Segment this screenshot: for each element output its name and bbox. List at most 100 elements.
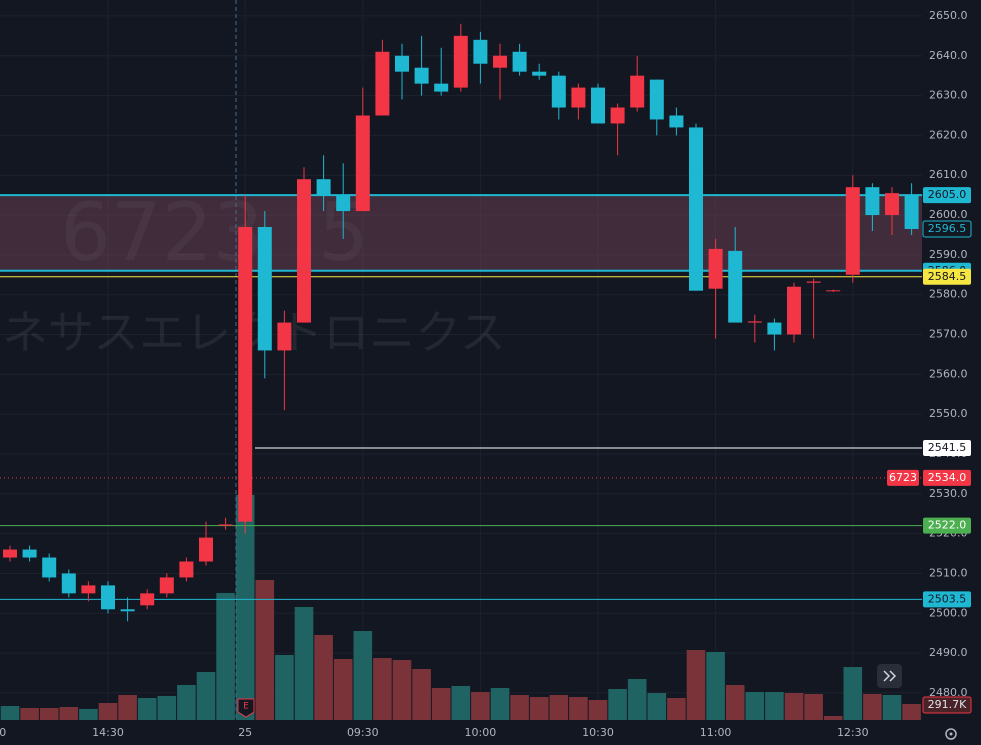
settings-button[interactable] xyxy=(945,728,957,740)
candle-body xyxy=(767,322,782,335)
volume-bar xyxy=(823,715,843,720)
candle-body xyxy=(512,51,527,72)
level-label: 2605.0 xyxy=(928,188,967,201)
candle-body xyxy=(101,585,115,610)
candle-body xyxy=(551,75,566,108)
y-tick-label: 2580.0 xyxy=(929,288,968,301)
volume-bar xyxy=(79,708,98,720)
x-tick-label: 11:00 xyxy=(700,726,732,739)
volume-bar xyxy=(627,679,647,720)
candle-body xyxy=(42,557,57,578)
level-label-bg xyxy=(923,268,971,285)
y-tick-label: 2610.0 xyxy=(929,168,968,181)
volume-bar xyxy=(431,688,451,720)
volume-bar xyxy=(118,694,137,720)
volume-bar xyxy=(784,693,804,720)
volume-bar xyxy=(196,672,216,720)
volume-label-bg xyxy=(922,696,972,714)
zone xyxy=(0,195,922,271)
level-label: 2503.5 xyxy=(928,592,967,605)
x-tick-label: 09:30 xyxy=(347,726,379,739)
candle-body xyxy=(904,195,919,229)
y-tick-label: 2550.0 xyxy=(929,407,968,420)
scroll-button[interactable] xyxy=(877,664,902,688)
volume-bar xyxy=(549,694,569,720)
candle-body xyxy=(257,226,272,351)
volume-bar xyxy=(0,706,20,720)
volume-bar xyxy=(451,685,471,720)
x-tick-label: 10:30 xyxy=(582,726,614,739)
price-axis xyxy=(922,0,981,745)
candle-body xyxy=(747,321,762,323)
x-tick-label: 14:30 xyxy=(92,726,124,739)
y-tick-label: 2630.0 xyxy=(929,89,968,102)
volume-bar xyxy=(667,698,686,720)
candle-body xyxy=(355,115,370,212)
watermark-company: ルネサスエレクトロニクス xyxy=(0,306,506,360)
candle-body xyxy=(277,322,292,351)
y-tick-label: 2500.0 xyxy=(929,606,968,619)
x-tick-label: 25 xyxy=(238,726,252,739)
volume-bar xyxy=(490,688,510,720)
candle-body xyxy=(414,67,429,84)
candle-body xyxy=(610,107,625,124)
volume-bar xyxy=(843,667,863,720)
volume-bar xyxy=(235,495,255,720)
volume-bar xyxy=(314,634,333,720)
candle-body xyxy=(81,585,96,594)
candle-body xyxy=(571,87,586,108)
candle-body xyxy=(179,561,194,578)
volume-bar xyxy=(882,694,902,720)
candle-body xyxy=(316,179,331,196)
candle-body xyxy=(532,71,547,76)
level-label: 2584.5 xyxy=(928,270,967,283)
volume-bar xyxy=(569,697,588,720)
level-tag: 6723 xyxy=(889,471,917,484)
volume-bar xyxy=(353,631,373,720)
candle-body xyxy=(473,39,488,64)
volume-bar xyxy=(255,580,275,720)
candle-body xyxy=(669,115,684,128)
candle-body xyxy=(61,573,76,594)
volume-bar xyxy=(216,593,235,720)
volume-bar xyxy=(608,689,627,720)
y-tick-label: 2510.0 xyxy=(929,566,968,579)
level-label-bg xyxy=(923,440,971,457)
level-label: 2541.5 xyxy=(928,441,967,454)
candle-body xyxy=(434,83,449,92)
volume-bar xyxy=(686,650,706,720)
volume-bar xyxy=(39,707,59,720)
volume-bar xyxy=(510,694,529,720)
volume-bar xyxy=(745,692,765,720)
volume-bar xyxy=(59,707,79,720)
volume-bar xyxy=(529,697,549,720)
candle-body xyxy=(297,179,311,323)
volume-bar xyxy=(137,698,157,720)
settings-icon xyxy=(945,728,957,740)
candle-body xyxy=(728,250,743,323)
volume-bar xyxy=(863,694,882,720)
volume-bar xyxy=(157,695,177,720)
volume-bar xyxy=(725,685,745,720)
level-label-bg xyxy=(923,517,971,534)
candle-body xyxy=(787,286,801,335)
candle-body xyxy=(865,187,880,216)
candle-body xyxy=(336,195,351,212)
scroll-button-icon xyxy=(883,670,897,682)
y-tick-label: 2640.0 xyxy=(929,49,968,62)
level-label-bg xyxy=(922,220,972,238)
volume-bar xyxy=(98,702,118,720)
candle-body xyxy=(395,55,409,72)
x-tick-label: 10:00 xyxy=(465,726,497,739)
candle-body xyxy=(238,226,253,522)
y-tick-label: 2650.0 xyxy=(929,9,968,22)
level-label: 2534.0 xyxy=(928,471,967,484)
volume-bar xyxy=(706,651,725,720)
candle-body xyxy=(375,51,390,116)
y-tick-label: 2570.0 xyxy=(929,328,968,341)
candle-body xyxy=(22,549,37,558)
volume-bar xyxy=(20,707,39,720)
